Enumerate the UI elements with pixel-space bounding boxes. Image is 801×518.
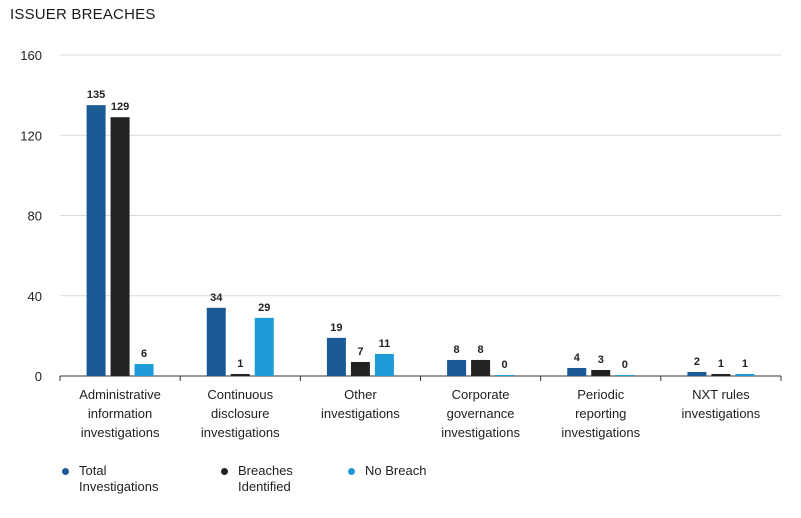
bar-0-2 [134, 363, 154, 376]
data-label-3-1: 8 [478, 344, 484, 356]
category-label-4-line-1: reporting [575, 406, 626, 421]
legend-label-total-line2: Investigations [79, 479, 159, 494]
category-label-2-line-1: investigations [321, 406, 400, 421]
data-label-5-1: 1 [718, 358, 724, 370]
bar-5-1 [711, 373, 731, 376]
legend-swatch-total-investigations [62, 468, 69, 475]
category-label-1-line-1: disclosure [211, 406, 270, 421]
category-label-5: NXT rules investigations [682, 387, 761, 421]
data-label-5-0: 2 [694, 356, 700, 368]
bar-3-1 [471, 359, 491, 376]
data-label-0-2: 6 [141, 348, 147, 360]
legend-swatch-breaches-identified [221, 468, 228, 475]
data-label-3-0: 8 [454, 344, 460, 356]
category-label-4-line-2: investigations [561, 425, 640, 440]
category-label-3-line-1: governance [447, 406, 515, 421]
bar-3-0 [447, 359, 467, 376]
legend-label-breaches-line2: Identified [238, 479, 291, 494]
data-label-1-0: 34 [210, 292, 223, 304]
y-tick-label-0: 0 [35, 369, 42, 384]
legend-label-total-line1: Total [79, 463, 107, 478]
category-label-0-line-1: information [88, 406, 152, 421]
data-label-1-2: 29 [258, 302, 270, 314]
data-label-0-1: 129 [111, 101, 129, 113]
bar-2-0 [326, 337, 346, 376]
bar-4-0 [567, 367, 587, 376]
category-label-1-line-2: investigations [201, 425, 280, 440]
category-label-0: Administrative information investigations [79, 387, 161, 440]
y-tick-label-40: 40 [28, 289, 42, 304]
bar-0-1 [110, 117, 130, 376]
data-label-4-0: 4 [574, 352, 581, 364]
bar-4-2 [615, 375, 635, 376]
category-label-1-line-0: Continuous [207, 387, 273, 402]
category-label-3-line-2: investigations [441, 425, 520, 440]
category-label-5-line-1: investigations [682, 406, 761, 421]
category-label-0-line-0: Administrative [79, 387, 161, 402]
bar-4-1 [591, 369, 611, 376]
y-tick-label-120: 120 [20, 128, 42, 143]
category-label-5-line-0: NXT rules [692, 387, 750, 402]
y-tick-label-80: 80 [28, 209, 42, 224]
category-label-2-line-0: Other [344, 387, 377, 402]
bar-1-0 [206, 307, 226, 376]
category-label-0-line-2: investigations [81, 425, 160, 440]
bar-2-1 [350, 361, 370, 376]
bar-2-2 [374, 353, 394, 376]
y-tick-label-160: 160 [20, 48, 42, 63]
category-label-4: Periodic reporting investigations [561, 387, 640, 440]
data-label-2-1: 7 [357, 346, 363, 358]
data-label-1-1: 1 [237, 358, 243, 370]
category-label-3-line-0: Corporate [452, 387, 510, 402]
category-label-3: Corporate governance investigations [441, 387, 520, 440]
bar-5-0 [687, 371, 707, 376]
data-label-4-2: 0 [622, 359, 628, 371]
legend-label-no-breach: No Breach [365, 463, 427, 478]
bar-1-2 [254, 317, 274, 376]
category-label-4-line-0: Periodic [577, 387, 624, 402]
data-label-5-2: 1 [742, 358, 748, 370]
data-label-3-2: 0 [502, 359, 508, 371]
bar-3-2 [495, 375, 515, 376]
category-label-2: Other investigations [321, 387, 400, 421]
data-label-2-0: 19 [330, 322, 342, 334]
category-label-1: Continuous disclosure investigations [201, 387, 280, 440]
data-label-2-2: 11 [379, 338, 391, 350]
chart-title: ISSUER BREACHES [10, 6, 156, 23]
bar-5-2 [735, 373, 755, 376]
legend-swatch-no-breach [348, 468, 355, 475]
bar-1-1 [230, 373, 250, 376]
bar-0-0 [86, 105, 106, 376]
legend-label-breaches-line1: Breaches [238, 463, 293, 478]
data-label-0-0: 135 [87, 89, 105, 101]
data-label-4-1: 3 [598, 354, 604, 366]
